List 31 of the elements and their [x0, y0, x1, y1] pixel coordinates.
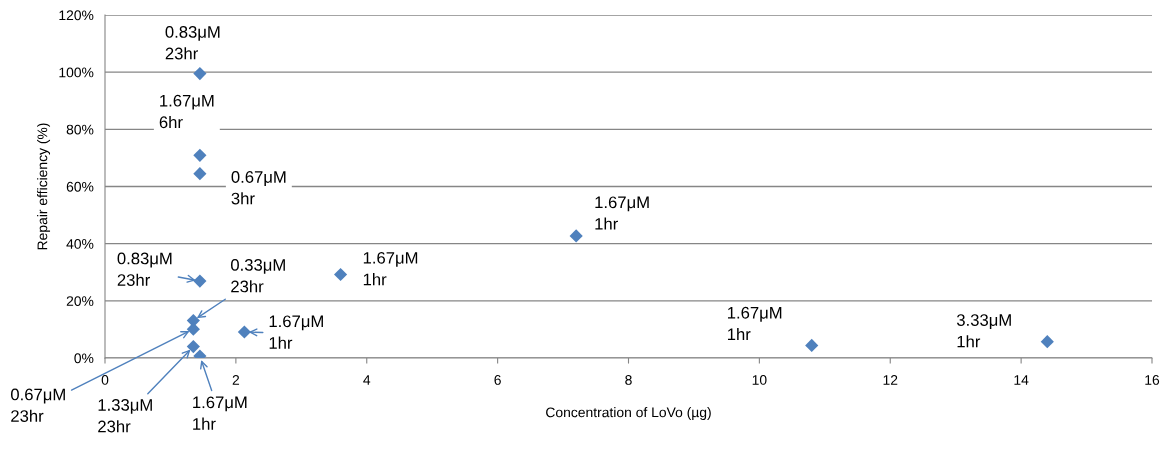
annotation: 3.33μM 1hr: [956, 314, 1011, 348]
y-tick-label: 120%: [59, 10, 94, 21]
annotation: 1.67μM 1hr: [269, 315, 323, 349]
y-tick-label: 60%: [66, 181, 94, 192]
x-tick-label: 12: [883, 375, 898, 385]
annotation: 1.67μM 1hr: [193, 396, 247, 430]
annotation: 0.83μM 23hr: [117, 252, 172, 286]
x-tick-label: 8: [625, 375, 632, 385]
annotation: 0.83μM 23hr: [165, 26, 220, 60]
y-tick-label: 80%: [66, 124, 94, 135]
annotation: 0.67μM 23hr: [10, 388, 65, 422]
annotation: 0.67μM 3hr: [231, 171, 286, 205]
x-tick-label: 6: [494, 375, 501, 385]
y-tick-label: 0%: [74, 353, 94, 364]
x-tick-label: 4: [363, 375, 371, 385]
y-tick-label: 40%: [66, 239, 94, 249]
annotation: 1.33μM 23hr: [98, 399, 152, 433]
x-tick-label: 0: [101, 375, 109, 385]
annotation: 1.67μM 1hr: [363, 251, 418, 286]
annotation: 1.67μM 1hr: [728, 306, 782, 341]
x-tick-label: 2: [232, 375, 240, 385]
y-tick-label: 100%: [59, 67, 94, 78]
annotation: 1.67μM 1hr: [595, 196, 649, 230]
y-axis-title: Repair efficiency (%): [37, 123, 51, 250]
annotation: 1.67μM 6hr: [159, 94, 214, 129]
x-tick-label: 14: [1014, 375, 1029, 385]
x-axis-title: Concentration of LoVo (µg): [546, 407, 711, 421]
y-tick-label: 20%: [66, 296, 94, 306]
annotation: 0.33μM 23hr: [230, 259, 285, 293]
x-tick-label: 16: [1145, 375, 1160, 385]
x-tick-label: 10: [752, 375, 767, 385]
